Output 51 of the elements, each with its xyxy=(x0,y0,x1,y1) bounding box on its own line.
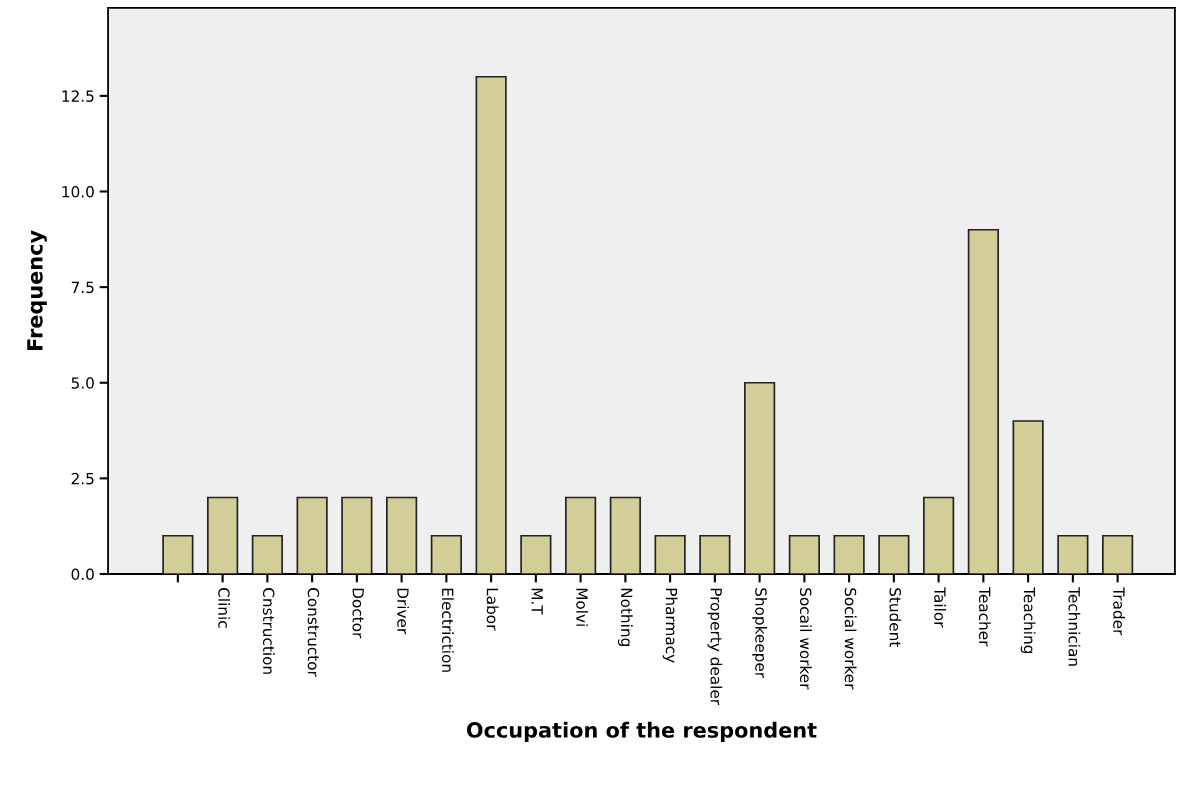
bar xyxy=(788,534,820,574)
x-tick-label: Clinic xyxy=(218,588,231,628)
bar xyxy=(1057,534,1089,574)
x-tick-label: Constructor xyxy=(307,588,320,677)
bar xyxy=(207,496,239,574)
bar xyxy=(699,534,731,574)
bar xyxy=(251,534,283,574)
x-tick-label: Teacher xyxy=(978,587,991,647)
x-tick-label: Labor xyxy=(486,588,499,631)
x-tick-label: Socail worker xyxy=(799,588,812,690)
x-tick-label: Nothing xyxy=(617,588,633,646)
x-axis-title: Occupation of the respondent xyxy=(466,721,817,742)
bar xyxy=(296,496,328,574)
y-tick-label: 2.5 xyxy=(71,472,94,485)
bar xyxy=(833,534,865,574)
x-tick-label: Driver xyxy=(397,588,410,635)
x-tick-label: Electriction xyxy=(441,588,454,672)
x-tick-label: M.T xyxy=(531,588,543,615)
bar xyxy=(1012,420,1044,574)
bar xyxy=(744,381,776,574)
bar xyxy=(967,228,999,574)
bar xyxy=(654,534,686,574)
x-tick-label: Teaching xyxy=(1020,587,1036,654)
y-tick-label: 10.0 xyxy=(62,185,94,198)
bar xyxy=(341,496,373,574)
x-tick-label: Shopkeeper xyxy=(752,588,768,679)
y-tick-label: 7.5 xyxy=(71,281,94,294)
x-tick-label: Doctor xyxy=(352,588,364,639)
bar xyxy=(609,496,641,574)
bar xyxy=(475,75,507,574)
bar xyxy=(878,534,910,574)
y-tick-label: 0.0 xyxy=(71,568,94,581)
bar xyxy=(565,496,597,574)
x-tick-label: Trader xyxy=(1113,587,1126,636)
x-tick-label: Molvi xyxy=(576,588,589,626)
x-tick-label: Technician xyxy=(1068,587,1081,666)
x-tick-label: Student xyxy=(889,588,902,647)
y-axis-title: Frequency xyxy=(27,230,47,350)
x-tick-label: Social worker xyxy=(844,588,857,690)
y-tick-label: 12.5 xyxy=(62,90,94,102)
bar xyxy=(386,496,418,574)
bar xyxy=(430,534,462,574)
x-tick-label: Cnstruction xyxy=(262,588,275,674)
bar xyxy=(520,534,552,574)
bar xyxy=(1102,534,1134,574)
x-tick-label: Property dealer xyxy=(707,588,723,706)
bar xyxy=(162,534,194,574)
x-tick-label: Tailor xyxy=(934,587,947,628)
y-tick-label: 5.0 xyxy=(71,377,94,389)
bar xyxy=(923,496,955,574)
x-tick-label: Pharmacy xyxy=(662,588,678,663)
